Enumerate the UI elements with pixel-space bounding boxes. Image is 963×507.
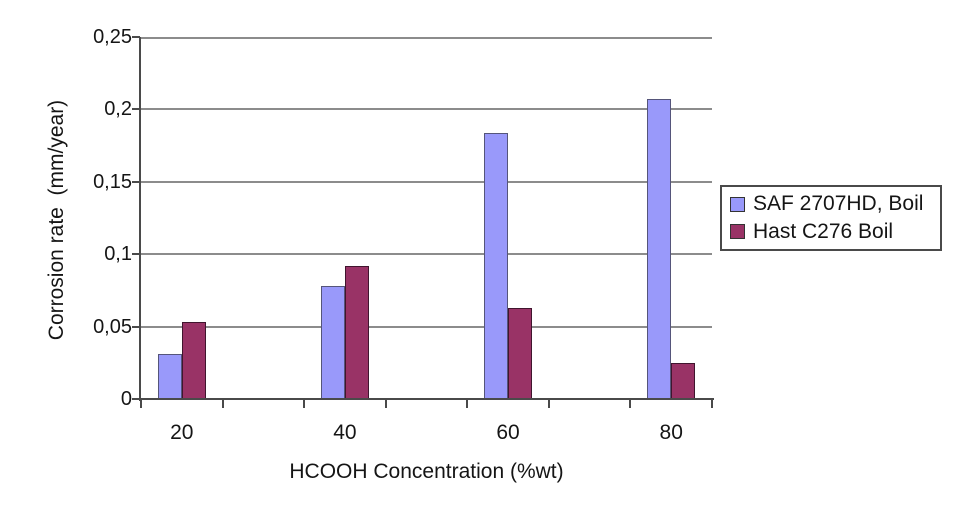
x-tick-label-60: 60 [496,421,520,444]
x-tick-mark [711,400,713,408]
y-axis-line [139,37,141,401]
legend-label-series1: SAF 2707HD, Boil [753,192,924,216]
x-tick-mark [303,400,306,408]
x-axis-line [139,398,714,400]
legend-label-series2: Hast C276 Boil [753,219,894,243]
x-tick-mark [140,400,142,408]
x-tick-mark [221,400,224,408]
y-tick-label: 0,1 [104,243,132,266]
gridline-0,05 [141,325,712,328]
gridline-0,25 [141,37,712,39]
bar-series2-cat20 [181,322,206,399]
y-tick-label: 0,05 [93,315,132,338]
series1-swatch-icon [730,196,745,212]
bar-series2-cat80 [671,363,696,399]
bar-series1-cat60 [484,133,509,399]
legend: SAF 2707HD, Boil Hast C276 Boil [720,185,942,251]
x-tick-label-80: 80 [659,421,683,444]
y-tick-mark [132,108,140,111]
y-tick-label: 0,2 [104,98,132,121]
x-tick-mark [629,400,632,408]
y-tick-label: 0,25 [93,26,132,48]
x-tick-label-40: 40 [333,421,357,444]
x-tick-mark [547,400,550,408]
bar-series1-cat80 [647,99,672,399]
x-tick-mark [384,400,387,408]
bar-series2-cat40 [344,266,369,399]
y-tick-mark [132,180,140,183]
y-tick-mark [132,325,140,328]
series2-swatch-icon [730,224,745,240]
plot-area [141,37,712,399]
y-tick-mark [132,253,140,256]
bar-series2-cat60 [508,308,533,399]
legend-item-series1: SAF 2707HD, Boil [730,192,932,216]
gridline-0,1 [141,253,712,256]
legend-item-series2: Hast C276 Boil [730,220,932,244]
y-axis-title: Corrosion rate (mm/year) [45,99,68,341]
x-axis-title: HCOOH Concentration (%wt) [289,460,564,483]
x-tick-label-20: 20 [170,421,194,444]
y-tick-mark [132,398,140,400]
bar-series1-cat40 [320,286,345,399]
y-tick-label: 0 [120,388,132,410]
gridline-0,2 [141,108,712,111]
y-tick-label: 0,15 [93,170,132,193]
y-tick-mark [132,36,140,38]
bar-series1-cat20 [157,354,182,399]
gridline-0,15 [141,180,712,183]
x-tick-mark [466,400,469,408]
